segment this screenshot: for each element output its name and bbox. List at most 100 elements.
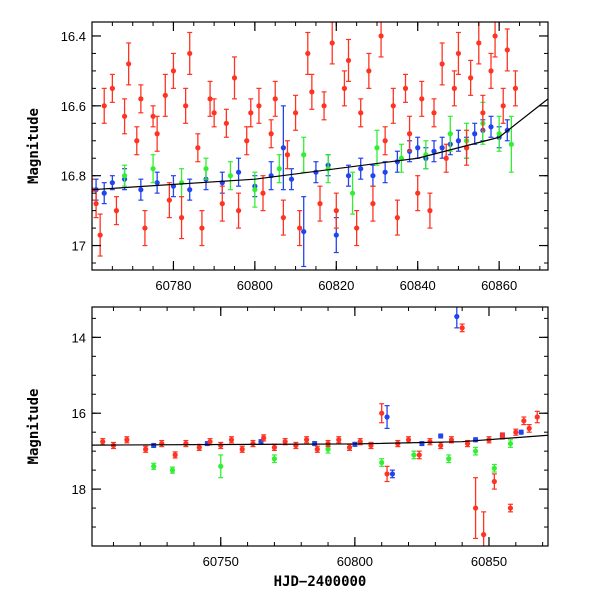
data-point <box>423 140 429 170</box>
marker <box>398 155 405 161</box>
data-point <box>250 439 256 448</box>
data-point <box>378 22 384 58</box>
data-point <box>292 94 299 131</box>
marker <box>101 103 107 109</box>
marker <box>187 187 193 193</box>
data-point <box>491 473 497 490</box>
data-point <box>329 22 335 65</box>
data-point <box>110 441 117 450</box>
marker <box>500 103 506 109</box>
data-point <box>354 210 360 247</box>
data-point <box>526 424 532 433</box>
trend-line <box>91 98 549 191</box>
data-point <box>228 436 235 444</box>
marker <box>488 124 494 130</box>
data-point <box>142 210 148 247</box>
marker <box>438 433 444 439</box>
marker <box>151 463 157 469</box>
data-point <box>211 98 217 128</box>
marker <box>504 47 510 53</box>
marker <box>183 103 189 109</box>
data-point <box>235 192 242 229</box>
marker <box>154 180 160 186</box>
data-point <box>427 192 433 229</box>
data-point <box>446 454 452 464</box>
marker <box>472 437 479 443</box>
data-point <box>472 122 478 145</box>
data-point <box>379 458 385 467</box>
data-point <box>379 403 385 424</box>
marker <box>472 505 479 511</box>
marker <box>124 437 130 443</box>
marker <box>431 148 437 154</box>
marker <box>121 173 128 179</box>
data-point <box>488 115 494 138</box>
plot-frame <box>91 21 549 271</box>
marker <box>252 187 258 193</box>
marker <box>280 145 286 151</box>
marker <box>438 442 444 449</box>
marker <box>534 414 540 420</box>
data-point <box>143 445 149 453</box>
series-0 <box>93 105 510 268</box>
data-point <box>271 454 277 464</box>
data-point <box>187 31 193 75</box>
marker <box>468 75 474 81</box>
marker <box>370 201 376 207</box>
data-point <box>109 73 115 103</box>
marker <box>239 446 245 452</box>
marker <box>443 155 449 161</box>
marker <box>415 190 421 196</box>
marker <box>313 169 319 175</box>
marker <box>261 435 267 441</box>
marker <box>341 85 348 91</box>
data-point <box>345 164 352 187</box>
data-point <box>317 185 323 222</box>
marker <box>100 439 106 445</box>
marker <box>406 131 413 137</box>
marker <box>472 448 479 454</box>
data-point <box>416 450 422 460</box>
data-point <box>389 469 396 479</box>
marker <box>439 145 445 151</box>
x-tick-label: 60840 <box>400 278 436 293</box>
data-point <box>411 450 417 460</box>
data-point <box>438 433 444 439</box>
data-point <box>172 451 178 459</box>
data-point <box>276 154 282 184</box>
data-point <box>309 73 315 110</box>
marker <box>101 190 107 196</box>
data-point <box>223 108 229 138</box>
marker <box>166 197 172 203</box>
data-point <box>508 115 514 173</box>
marker <box>464 440 471 447</box>
data-point <box>97 213 103 257</box>
data-point <box>159 439 165 448</box>
data-point <box>333 192 339 229</box>
marker <box>419 96 425 102</box>
marker <box>357 439 363 445</box>
marker <box>288 176 295 182</box>
data-point <box>154 115 160 152</box>
data-point <box>492 22 498 58</box>
marker <box>244 138 250 144</box>
data-point <box>439 136 445 159</box>
marker <box>394 215 400 221</box>
data-point <box>303 436 310 444</box>
y-axis-label: Magnitude <box>26 108 42 184</box>
data-point <box>358 157 364 180</box>
marker <box>314 446 320 452</box>
marker <box>481 532 487 538</box>
data-point <box>384 465 390 483</box>
data-point <box>314 445 320 453</box>
data-point <box>227 161 234 191</box>
data-point <box>325 154 331 184</box>
data-point <box>512 70 519 107</box>
data-point <box>438 441 444 450</box>
marker <box>370 173 376 179</box>
data-point <box>504 28 510 72</box>
data-point <box>459 323 465 333</box>
data-point <box>370 164 376 187</box>
data-point <box>113 196 120 226</box>
marker <box>138 187 144 193</box>
